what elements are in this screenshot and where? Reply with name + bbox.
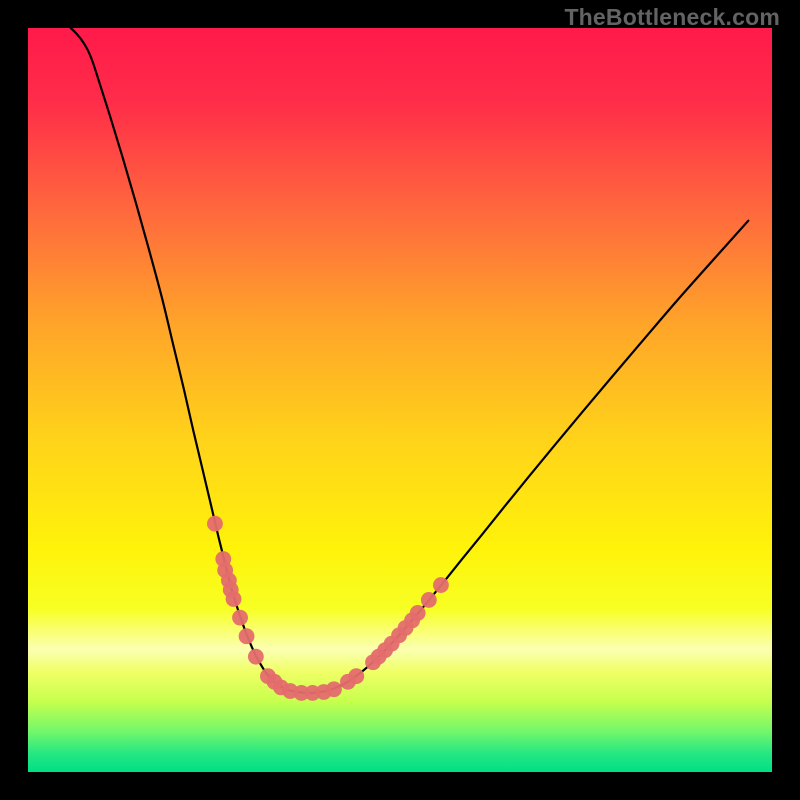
chart-frame [28,28,772,772]
data-dot [421,592,437,608]
data-dot [226,591,242,607]
data-dot [433,577,449,593]
data-dot [326,681,342,697]
data-dot [239,628,255,644]
data-dot [410,605,426,621]
data-dot [207,516,223,532]
watermark-text: TheBottleneck.com [564,4,780,31]
data-dot [348,668,364,684]
chart-svg [28,28,772,772]
data-dot [248,649,264,665]
gradient-background [28,28,772,772]
plot-area [28,28,772,772]
data-dot [232,610,248,626]
